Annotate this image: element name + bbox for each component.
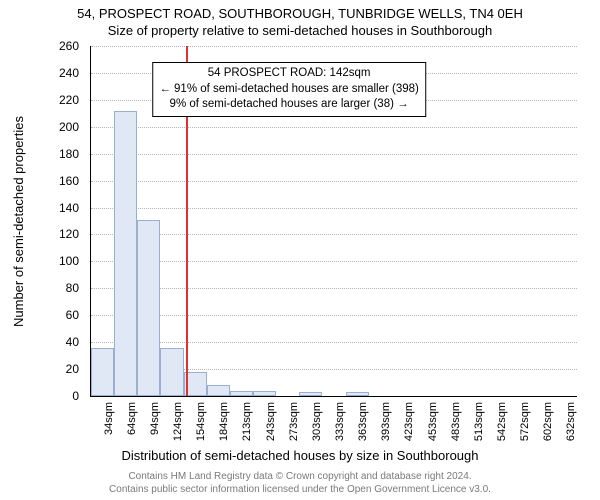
x-tick-label: 94sqm — [149, 402, 161, 435]
x-tick-label: 34sqm — [103, 402, 115, 435]
gridline — [91, 315, 577, 316]
page-title: 54, PROSPECT ROAD, SOUTHBOROUGH, TUNBRID… — [0, 0, 600, 21]
x-tick-label: 273sqm — [288, 402, 300, 441]
y-tick-label: 0 — [72, 389, 79, 403]
y-tick-label: 180 — [59, 147, 79, 161]
footer-line-2: Contains public sector information licen… — [0, 484, 600, 497]
x-tick-label: 363sqm — [357, 402, 369, 441]
footer-attribution: Contains HM Land Registry data © Crown c… — [0, 471, 600, 496]
bar — [346, 392, 369, 396]
bar — [299, 392, 322, 396]
y-tick-label: 240 — [59, 66, 79, 80]
histogram-chart: 02040608010012014016018020022024026034sq… — [90, 46, 577, 397]
gridline — [91, 127, 577, 128]
bar — [230, 391, 253, 396]
gridline — [91, 288, 577, 289]
annotation-line-3: 9% of semi-detached houses are larger (3… — [159, 97, 419, 113]
annotation-line-2: ← 91% of semi-detached houses are smalle… — [159, 82, 419, 98]
annotation-box: 54 PROSPECT ROAD: 142sqm← 91% of semi-de… — [152, 62, 426, 117]
bar — [253, 391, 276, 396]
y-tick-label: 40 — [66, 335, 79, 349]
bar — [160, 348, 183, 396]
x-tick-label: 423sqm — [403, 402, 415, 441]
x-tick-label: 213sqm — [241, 402, 253, 441]
x-tick-label: 632sqm — [565, 402, 577, 441]
bar — [137, 220, 160, 396]
gridline — [91, 181, 577, 182]
y-tick-label: 220 — [59, 93, 79, 107]
y-tick-label: 80 — [66, 281, 79, 295]
x-tick-label: 572sqm — [519, 402, 531, 441]
y-tick-label: 160 — [59, 174, 79, 188]
x-tick-label: 483sqm — [450, 402, 462, 441]
x-tick-label: 154sqm — [195, 402, 207, 441]
x-tick-label: 542sqm — [496, 402, 508, 441]
gridline — [91, 342, 577, 343]
x-tick-label: 243sqm — [265, 402, 277, 441]
annotation-line-1: 54 PROSPECT ROAD: 142sqm — [159, 66, 419, 82]
y-tick-label: 140 — [59, 201, 79, 215]
gridline — [91, 261, 577, 262]
bar — [207, 385, 230, 396]
gridline — [91, 208, 577, 209]
x-tick-label: 393sqm — [380, 402, 392, 441]
y-tick-label: 120 — [59, 227, 79, 241]
x-tick-label: 184sqm — [218, 402, 230, 441]
y-axis-label: Number of semi-detached properties — [8, 46, 28, 396]
gridline — [91, 46, 577, 47]
x-tick-label: 602sqm — [542, 402, 554, 441]
x-tick-label: 64sqm — [126, 402, 138, 435]
bar — [114, 111, 137, 396]
gridline — [91, 234, 577, 235]
y-tick-label: 20 — [66, 362, 79, 376]
x-tick-label: 333sqm — [334, 402, 346, 441]
footer-line-1: Contains HM Land Registry data © Crown c… — [0, 471, 600, 484]
y-tick-label: 200 — [59, 120, 79, 134]
x-tick-label: 124sqm — [172, 402, 184, 441]
y-tick-label: 100 — [59, 254, 79, 268]
y-tick-label: 260 — [59, 39, 79, 53]
page-subtitle: Size of property relative to semi-detach… — [0, 21, 600, 38]
bar — [91, 348, 114, 396]
gridline — [91, 154, 577, 155]
x-axis-label: Distribution of semi-detached houses by … — [0, 448, 600, 463]
y-tick-label: 60 — [66, 308, 79, 322]
x-tick-label: 303sqm — [311, 402, 323, 441]
x-tick-label: 513sqm — [473, 402, 485, 441]
x-tick-label: 453sqm — [427, 402, 439, 441]
